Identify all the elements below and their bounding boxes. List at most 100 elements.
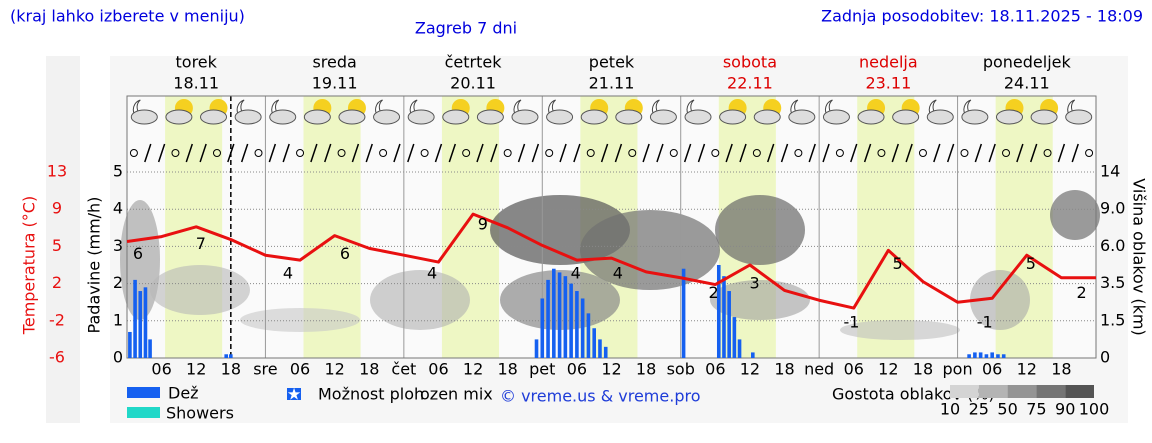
wind-calm (711, 149, 720, 157)
day-name: torek (176, 53, 218, 72)
wind-barb (697, 143, 706, 163)
density-swatch (1065, 385, 1094, 398)
wind-calm (545, 149, 554, 157)
y2-tick-label: 1.5 (1100, 310, 1125, 329)
wind-barb (310, 143, 318, 163)
x-tick-label: 18 (1051, 360, 1071, 379)
y2-tick-label: 14 (1100, 162, 1120, 181)
day-name: sobota (723, 53, 777, 72)
legend-label: Možnost ploh (318, 385, 424, 404)
wind-barb (905, 143, 913, 163)
rain-bar (569, 283, 573, 358)
weather-icon (269, 99, 297, 125)
rain-bar (534, 339, 539, 358)
weather-icon (442, 99, 470, 125)
wind-barb (822, 143, 830, 163)
rain-bar (984, 354, 989, 358)
cloud (130, 109, 158, 125)
wind-calm (628, 149, 637, 157)
cloud (788, 109, 816, 125)
legend-swatch (287, 388, 301, 400)
x-tick-label: 12 (324, 360, 344, 379)
temp-tick-label: -6 (49, 348, 65, 367)
legend-swatch (127, 407, 160, 418)
rain-bar (580, 298, 585, 358)
day-name: četrtek (445, 53, 503, 72)
y-tick-label: 3 (113, 236, 123, 255)
weather-icon (511, 99, 539, 125)
weather-icon (200, 99, 228, 125)
wind-barb (573, 143, 581, 163)
wind-barb (199, 143, 207, 163)
rain-bar (552, 268, 556, 358)
day-name: petek (589, 53, 635, 72)
y-tick-label: 2 (113, 273, 123, 292)
wind-barb (282, 143, 290, 163)
wind-calm (1043, 149, 1052, 157)
temp-tick-label: 2 (52, 273, 62, 292)
rain-bar (973, 352, 977, 358)
weather-icon (130, 99, 158, 125)
wind-barb (614, 143, 623, 163)
wind-barb (393, 143, 401, 163)
cloud (373, 109, 401, 125)
x-tick-label: 06 (844, 360, 864, 379)
temp-label: 2 (708, 283, 718, 302)
rain-bar (143, 287, 148, 358)
x-tick-label: 18 (359, 360, 379, 379)
wind-barb (351, 143, 360, 163)
rain-bar (598, 339, 602, 358)
wind-calm (296, 149, 305, 157)
cloud (580, 109, 608, 125)
y2-tick-label: 6.0 (1100, 236, 1125, 255)
wind-calm (1002, 149, 1011, 157)
rain-bar (727, 291, 731, 358)
wind-barb (780, 143, 789, 163)
temp-label: 6 (340, 244, 350, 263)
density-swatch (1036, 385, 1066, 398)
temp-tick-label: 9 (52, 199, 62, 218)
weather-icon (580, 99, 609, 125)
wind-barb (642, 143, 650, 163)
wind-barb (1029, 143, 1038, 163)
wind-barb (946, 143, 955, 163)
x-tick-label: 12 (1017, 360, 1037, 379)
chart-title: Zagreb 7 dni (415, 19, 517, 38)
day-date: 22.11 (727, 74, 773, 93)
day-name: ponedeljek (983, 53, 1072, 72)
wind-barb (1016, 143, 1024, 163)
x-tick-label: 12 (463, 360, 483, 379)
wind-calm (586, 149, 595, 157)
cloud (719, 109, 747, 125)
y2-tick-label: 9.0 (1100, 199, 1125, 218)
density-tick: 50 (997, 400, 1017, 419)
wind-calm (337, 149, 346, 157)
rain-bar (603, 346, 608, 358)
temp-label: 3 (749, 273, 759, 292)
temp-label: 7 (196, 234, 206, 253)
rain-bar (546, 279, 550, 358)
wind-barb (933, 143, 941, 163)
rain-bar (967, 354, 971, 358)
rain-bar (722, 276, 726, 358)
updated: Zadnja posodobitev: 18.11.2025 - 18:09 (821, 7, 1143, 26)
x-tick-label: 06 (982, 360, 1002, 379)
cloud (407, 109, 435, 125)
wind-barb (850, 143, 858, 163)
density-tick: 90 (1055, 400, 1075, 419)
cloud (338, 109, 366, 125)
weather-icon (165, 99, 193, 125)
weather-icon (407, 99, 435, 125)
wind-barb (476, 143, 484, 163)
rain-bar (1001, 354, 1006, 358)
wind-barb (434, 143, 443, 163)
temp-label: -1 (843, 313, 859, 332)
wind-calm (835, 149, 844, 157)
wind-barb (1057, 143, 1066, 163)
day-date: 19.11 (312, 74, 358, 93)
wind-barb (683, 143, 692, 163)
wind-barb (531, 143, 540, 163)
wind-barb (157, 143, 166, 163)
cloud (649, 109, 677, 125)
cloud (200, 109, 228, 125)
